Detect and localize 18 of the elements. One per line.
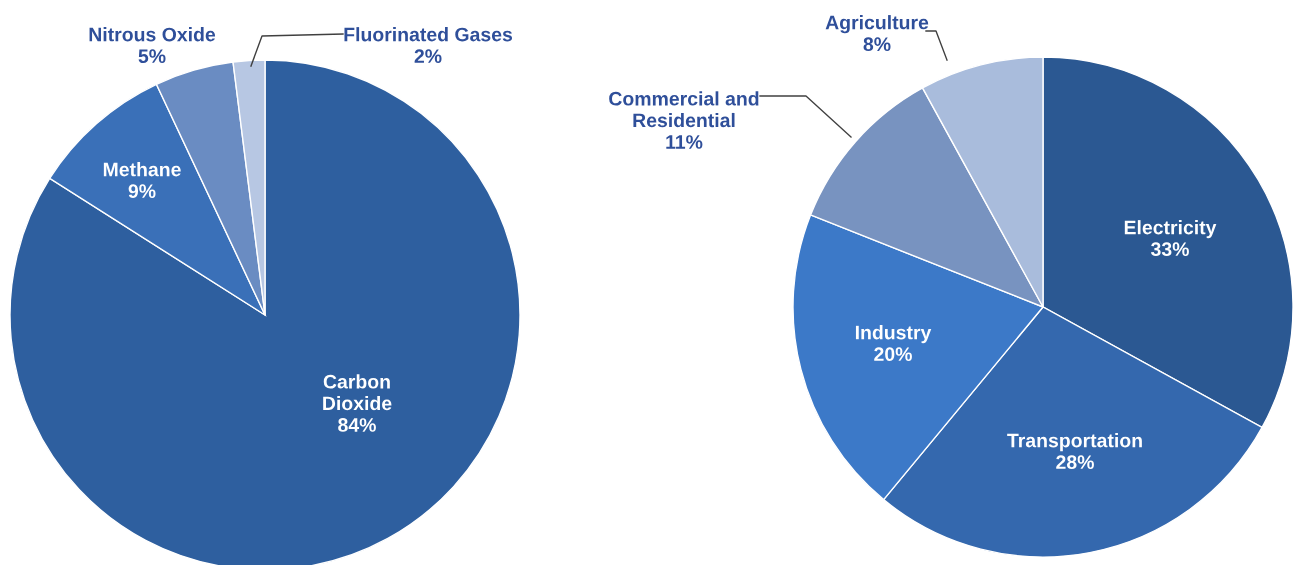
slice-label: Methane — [103, 162, 181, 177]
slice-label: Agriculture — [825, 15, 929, 34]
data-label: 5% — [138, 49, 166, 64]
slice-label: Transportation — [1007, 433, 1142, 452]
data-label: 20% — [874, 347, 912, 362]
data-label: 9% — [128, 184, 156, 199]
data-label: 28% — [1056, 455, 1094, 470]
data-label: 8% — [863, 37, 891, 52]
slice-label: Carbon Dioxide — [323, 374, 392, 411]
slice-label: Commercial and Residential — [609, 91, 759, 128]
data-label: 2% — [414, 49, 442, 63]
slice-label: Industry — [855, 325, 932, 344]
data-label: 33% — [1150, 242, 1189, 257]
data-label: 84% — [338, 418, 376, 432]
data-label: 11% — [666, 135, 703, 149]
slice-label: Fluorinated Gases — [344, 27, 513, 42]
slice-label: Nitrous Oxide — [89, 27, 216, 42]
slice-label: Electricity — [1124, 220, 1217, 239]
